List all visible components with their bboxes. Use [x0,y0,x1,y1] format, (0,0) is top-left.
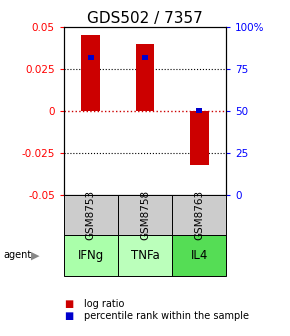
Text: ■: ■ [64,311,73,321]
Text: TNFa: TNFa [130,249,160,262]
Bar [118,195,172,235]
Text: ▶: ▶ [30,250,39,260]
Text: IFNg: IFNg [78,249,104,262]
Bar [118,235,172,276]
Bar [64,195,118,235]
Text: agent: agent [3,250,31,260]
Bar [88,54,94,60]
Title: GDS502 / 7357: GDS502 / 7357 [87,11,203,26]
Bar [190,111,209,165]
Text: ■: ■ [64,299,73,309]
Bar [135,44,155,111]
Bar [172,235,226,276]
Bar [81,35,100,111]
Text: GSM8753: GSM8753 [86,190,96,240]
Bar [142,54,148,60]
Text: percentile rank within the sample: percentile rank within the sample [84,311,249,321]
Bar [172,195,226,235]
Text: log ratio: log ratio [84,299,124,309]
Text: GSM8758: GSM8758 [140,190,150,240]
Bar [196,109,202,114]
Text: IL4: IL4 [191,249,208,262]
Text: GSM8763: GSM8763 [194,190,204,240]
Bar [64,235,118,276]
